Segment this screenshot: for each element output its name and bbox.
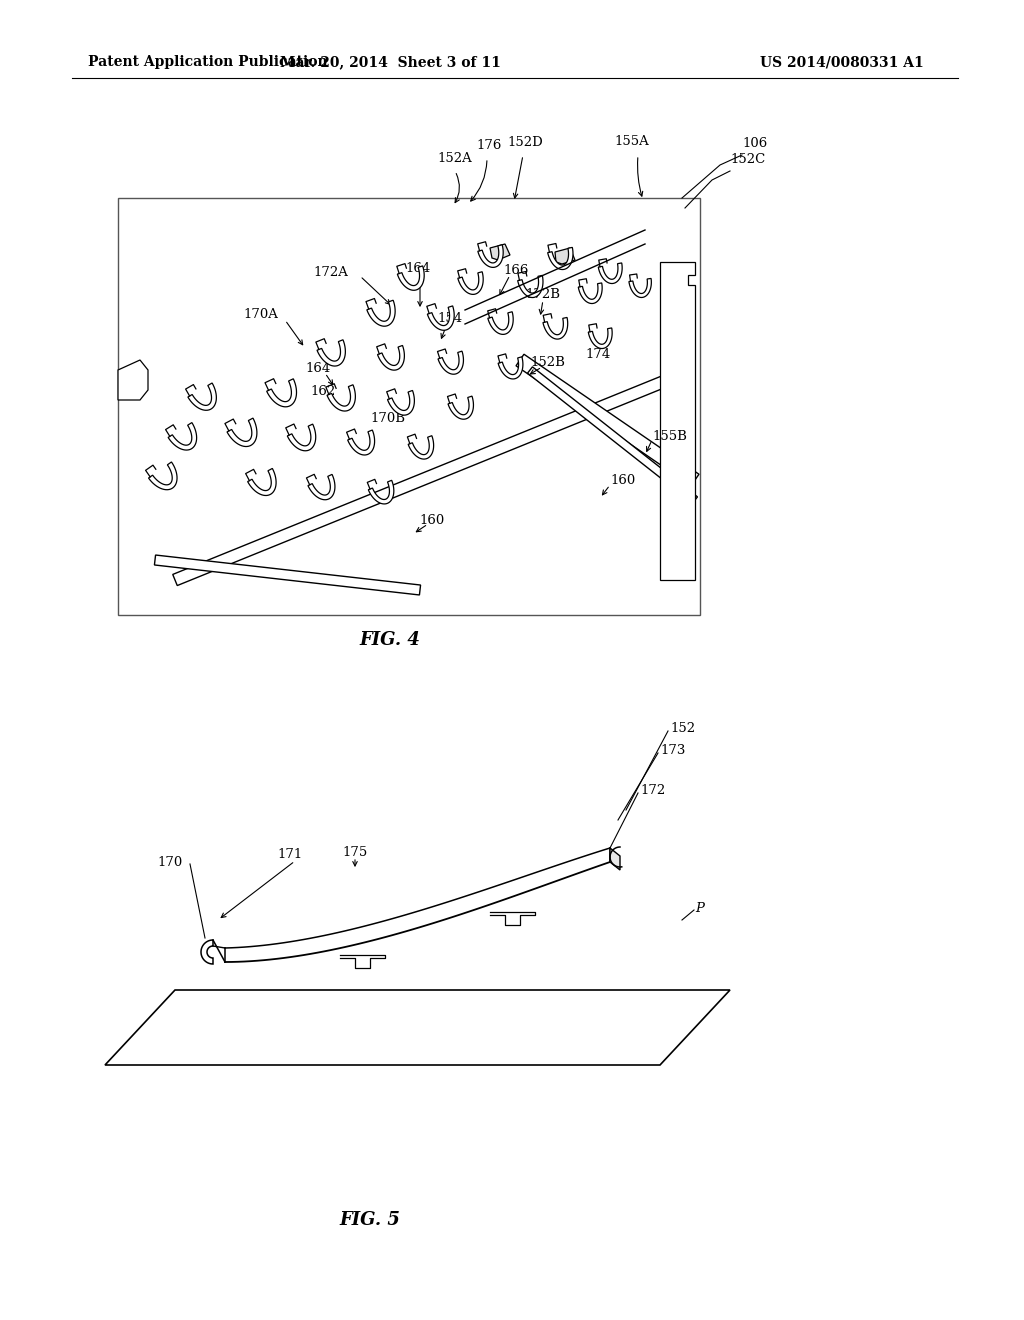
Text: 154: 154 bbox=[437, 312, 463, 325]
Polygon shape bbox=[308, 474, 335, 500]
Polygon shape bbox=[579, 282, 602, 304]
Text: 170A: 170A bbox=[243, 309, 278, 322]
Text: 170B: 170B bbox=[371, 412, 406, 425]
Text: 170: 170 bbox=[158, 855, 183, 869]
Polygon shape bbox=[548, 247, 573, 269]
Polygon shape bbox=[378, 346, 404, 370]
Text: 152D: 152D bbox=[507, 136, 543, 149]
Polygon shape bbox=[227, 418, 257, 446]
Polygon shape bbox=[387, 391, 415, 416]
Text: 173: 173 bbox=[660, 743, 685, 756]
Text: Mar. 20, 2014  Sheet 3 of 11: Mar. 20, 2014 Sheet 3 of 11 bbox=[280, 55, 501, 69]
Polygon shape bbox=[610, 847, 620, 870]
Polygon shape bbox=[155, 554, 421, 595]
Polygon shape bbox=[173, 370, 682, 586]
Text: 152B: 152B bbox=[530, 355, 565, 368]
Text: 160: 160 bbox=[420, 513, 444, 527]
Polygon shape bbox=[478, 244, 503, 268]
Text: 175: 175 bbox=[342, 846, 368, 858]
Text: Patent Application Publication: Patent Application Publication bbox=[88, 55, 328, 69]
Text: P: P bbox=[695, 902, 703, 915]
Polygon shape bbox=[327, 384, 355, 411]
Polygon shape bbox=[367, 300, 395, 326]
Polygon shape bbox=[288, 424, 315, 451]
Polygon shape bbox=[598, 263, 623, 284]
Polygon shape bbox=[660, 261, 695, 579]
Bar bbox=[118, 198, 700, 615]
Polygon shape bbox=[438, 351, 464, 374]
Polygon shape bbox=[518, 276, 543, 297]
Text: FIG. 4: FIG. 4 bbox=[359, 631, 421, 649]
Polygon shape bbox=[629, 279, 651, 297]
Text: 155B: 155B bbox=[652, 429, 687, 442]
Text: 106: 106 bbox=[742, 137, 767, 150]
Polygon shape bbox=[397, 265, 424, 290]
Polygon shape bbox=[187, 383, 216, 411]
Polygon shape bbox=[449, 396, 473, 420]
Text: 152: 152 bbox=[670, 722, 695, 734]
Text: 166: 166 bbox=[504, 264, 528, 276]
Text: 176: 176 bbox=[476, 139, 502, 152]
Polygon shape bbox=[487, 312, 513, 334]
Text: 164: 164 bbox=[305, 362, 331, 375]
Polygon shape bbox=[317, 339, 345, 366]
Polygon shape bbox=[409, 436, 433, 459]
Polygon shape bbox=[118, 360, 148, 400]
Text: 155A: 155A bbox=[614, 135, 649, 148]
Text: 171: 171 bbox=[278, 849, 303, 862]
Polygon shape bbox=[148, 462, 177, 490]
Text: 152A: 152A bbox=[437, 152, 472, 165]
Polygon shape bbox=[266, 379, 297, 407]
Text: 172A: 172A bbox=[313, 265, 348, 279]
Text: US 2014/0080331 A1: US 2014/0080331 A1 bbox=[760, 55, 924, 69]
Text: 152C: 152C bbox=[730, 153, 765, 166]
Text: FIG. 5: FIG. 5 bbox=[340, 1210, 400, 1229]
Text: 162: 162 bbox=[310, 385, 336, 399]
Polygon shape bbox=[168, 422, 197, 450]
Polygon shape bbox=[543, 317, 567, 339]
Polygon shape bbox=[248, 469, 276, 495]
Text: 164: 164 bbox=[406, 261, 431, 275]
Polygon shape bbox=[105, 990, 730, 1065]
Polygon shape bbox=[490, 244, 510, 260]
Polygon shape bbox=[201, 940, 213, 964]
Polygon shape bbox=[588, 327, 612, 348]
Polygon shape bbox=[225, 847, 610, 962]
Text: 172: 172 bbox=[640, 784, 666, 796]
Text: 172B: 172B bbox=[525, 288, 560, 301]
Polygon shape bbox=[555, 248, 575, 264]
Polygon shape bbox=[458, 272, 483, 294]
Text: 174: 174 bbox=[585, 348, 610, 362]
Polygon shape bbox=[527, 367, 697, 503]
Polygon shape bbox=[348, 430, 375, 455]
Polygon shape bbox=[427, 306, 455, 330]
Text: 160: 160 bbox=[610, 474, 635, 487]
Polygon shape bbox=[369, 480, 394, 504]
Polygon shape bbox=[498, 356, 523, 379]
Polygon shape bbox=[516, 354, 699, 486]
